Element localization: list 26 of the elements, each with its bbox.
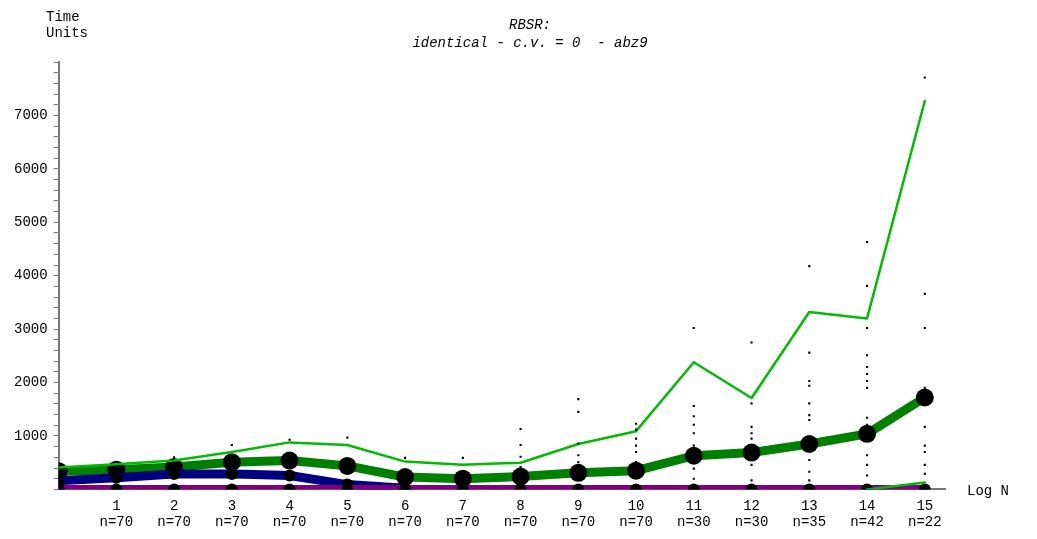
x-tick-label: 6 n=70 <box>388 497 422 531</box>
y-tick-label: 6000 <box>14 160 48 177</box>
y-axis-title: Time Units <box>46 9 89 41</box>
x-tick-label: 8 n=70 <box>503 497 538 531</box>
x-tick-label: 7 n=70 <box>446 497 480 531</box>
x-tick-label: 15 n=22 <box>907 497 942 531</box>
y-tick-label: 1000 <box>14 427 48 444</box>
x-tick-label: 10 n=70 <box>619 497 653 531</box>
x-axis-title: Log N <box>967 483 1010 500</box>
x-tick-label: 13 n=35 <box>792 497 827 531</box>
x-tick-label: 9 n=70 <box>561 497 596 531</box>
x-tick-label: 11 n=30 <box>677 497 711 531</box>
chart-title: RBSR: <box>508 17 552 33</box>
y-tick-label: 5000 <box>14 213 48 230</box>
x-tick-label: 2 n=70 <box>157 497 191 531</box>
y-tick-label: 3000 <box>14 320 48 337</box>
chart-subtitle: identical - c.v. = 0 - abz9 <box>412 35 648 51</box>
y-tick-label: 4000 <box>14 267 48 284</box>
x-tick-label: 5 n=70 <box>330 497 365 531</box>
x-tick-label: 12 n=30 <box>734 497 769 531</box>
x-tick-label: 1 n=70 <box>99 497 134 531</box>
x-tick-label: 3 n=70 <box>215 497 249 531</box>
y-tick-label: 2000 <box>14 374 48 391</box>
x-tick-label: 14 n=42 <box>850 497 884 531</box>
x-tick-label: 4 n=70 <box>272 497 307 531</box>
y-tick-label: 7000 <box>14 107 48 124</box>
